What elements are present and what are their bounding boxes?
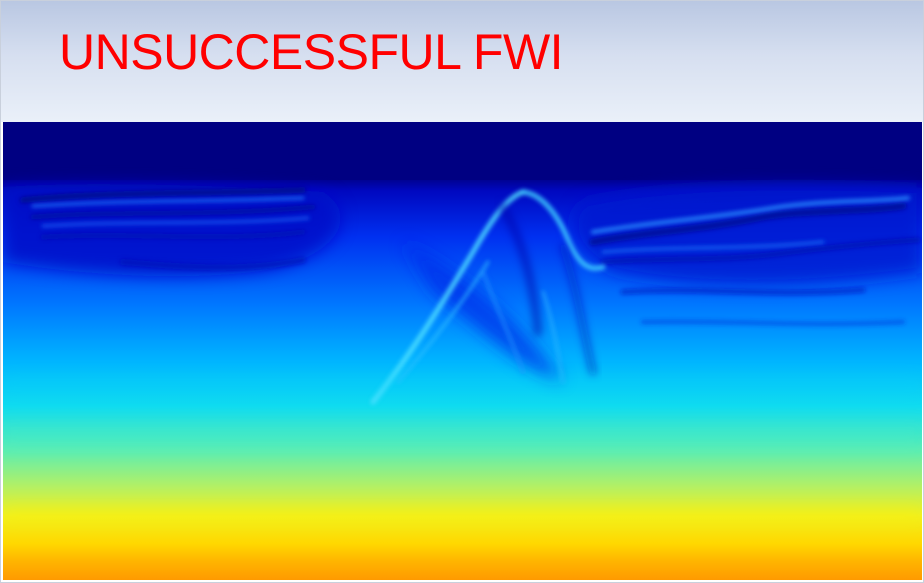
salt-body-edges xyxy=(370,189,606,405)
slide-header: UNSUCCESSFUL FWI xyxy=(1,1,923,122)
slide-title: UNSUCCESSFUL FWI xyxy=(59,24,564,80)
salt-interior-shadows xyxy=(499,203,597,376)
reflector-streaks xyxy=(20,187,921,326)
velocity-model-svg xyxy=(3,122,922,580)
velocity-model-image xyxy=(3,122,922,580)
deep-layer-bands xyxy=(3,377,922,523)
water-layer xyxy=(3,122,922,180)
bright-reflectors xyxy=(31,196,910,254)
